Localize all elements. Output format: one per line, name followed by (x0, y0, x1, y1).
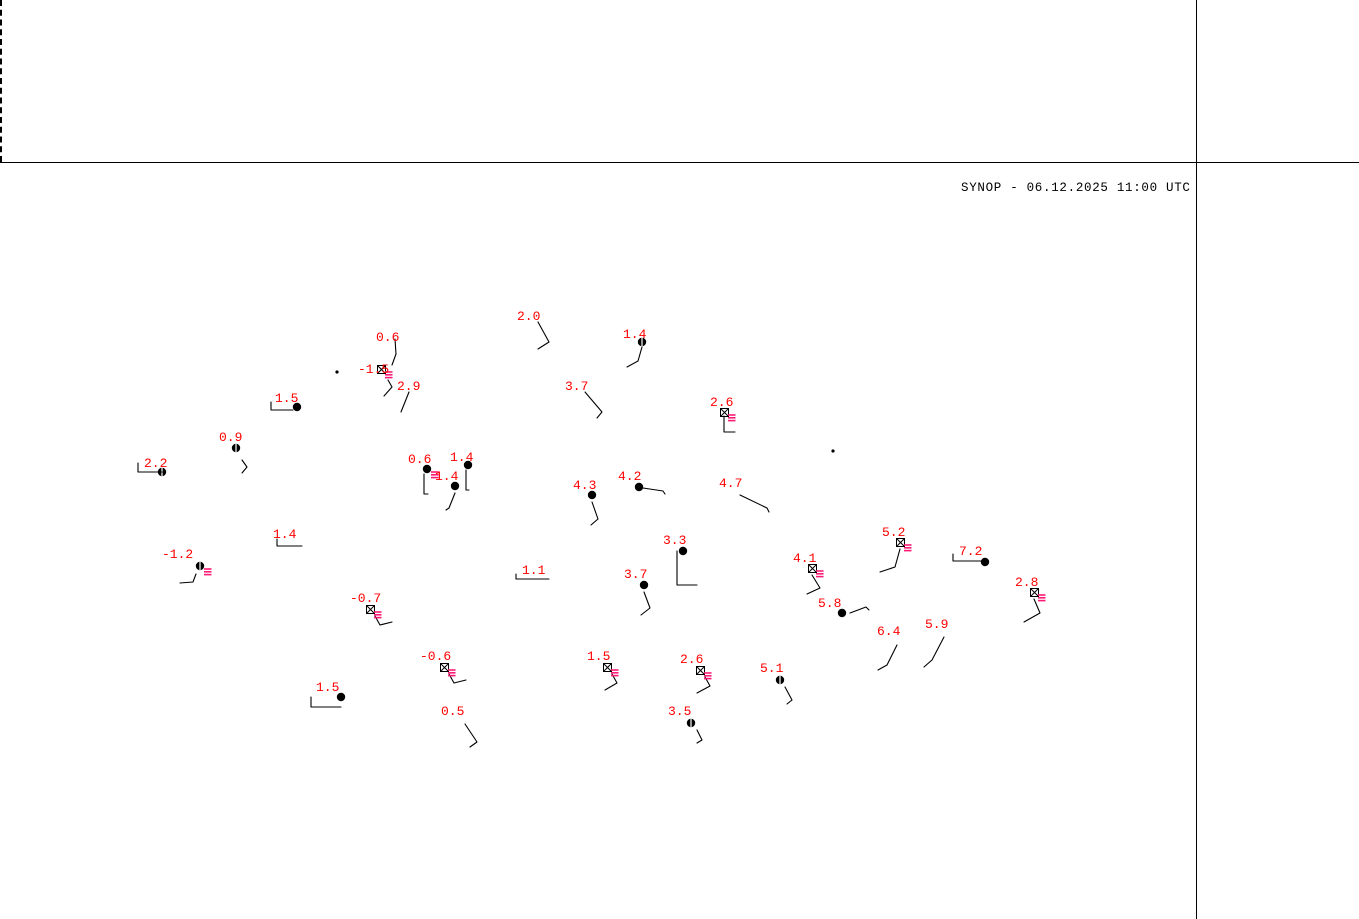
svg-text:5.1: 5.1 (760, 661, 784, 676)
svg-text:0.9: 0.9 (219, 430, 242, 445)
svg-text:1.1: 1.1 (522, 563, 546, 578)
svg-text:0.6: 0.6 (408, 452, 431, 467)
svg-text:4.7: 4.7 (719, 476, 742, 491)
svg-text:2.8: 2.8 (1015, 575, 1038, 590)
svg-text:-1.2: -1.2 (162, 547, 193, 562)
svg-text:1.4: 1.4 (623, 327, 647, 342)
svg-text:1.4: 1.4 (273, 527, 297, 542)
svg-text:2.9: 2.9 (397, 379, 420, 394)
svg-text:1.4: 1.4 (435, 469, 459, 484)
svg-text:2.0: 2.0 (517, 309, 540, 324)
svg-text:2.2: 2.2 (144, 456, 167, 471)
svg-text:5.2: 5.2 (882, 525, 905, 540)
svg-text:-1.5: -1.5 (358, 362, 389, 377)
svg-text:1.5: 1.5 (587, 649, 610, 664)
svg-text:2.6: 2.6 (710, 395, 733, 410)
svg-text:4.1: 4.1 (793, 551, 817, 566)
svg-text:1.5: 1.5 (275, 391, 298, 406)
svg-text:-0.7: -0.7 (350, 591, 381, 606)
svg-text:1.5: 1.5 (316, 680, 339, 695)
svg-text:2.6: 2.6 (680, 652, 703, 667)
svg-text:0.5: 0.5 (441, 704, 464, 719)
svg-text:6.4: 6.4 (877, 624, 901, 639)
svg-text:5.9: 5.9 (925, 617, 948, 632)
svg-text:7.2: 7.2 (959, 544, 982, 559)
svg-text:3.7: 3.7 (624, 567, 647, 582)
svg-text:3.5: 3.5 (668, 704, 691, 719)
svg-text:-0.6: -0.6 (420, 649, 451, 664)
svg-text:3.7: 3.7 (565, 379, 588, 394)
svg-text:1.4: 1.4 (450, 450, 474, 465)
svg-text:0.6: 0.6 (376, 330, 399, 345)
svg-text:5.8: 5.8 (818, 596, 841, 611)
svg-text:4.2: 4.2 (618, 469, 641, 484)
svg-text:3.3: 3.3 (663, 533, 686, 548)
svg-text:4.3: 4.3 (573, 478, 596, 493)
